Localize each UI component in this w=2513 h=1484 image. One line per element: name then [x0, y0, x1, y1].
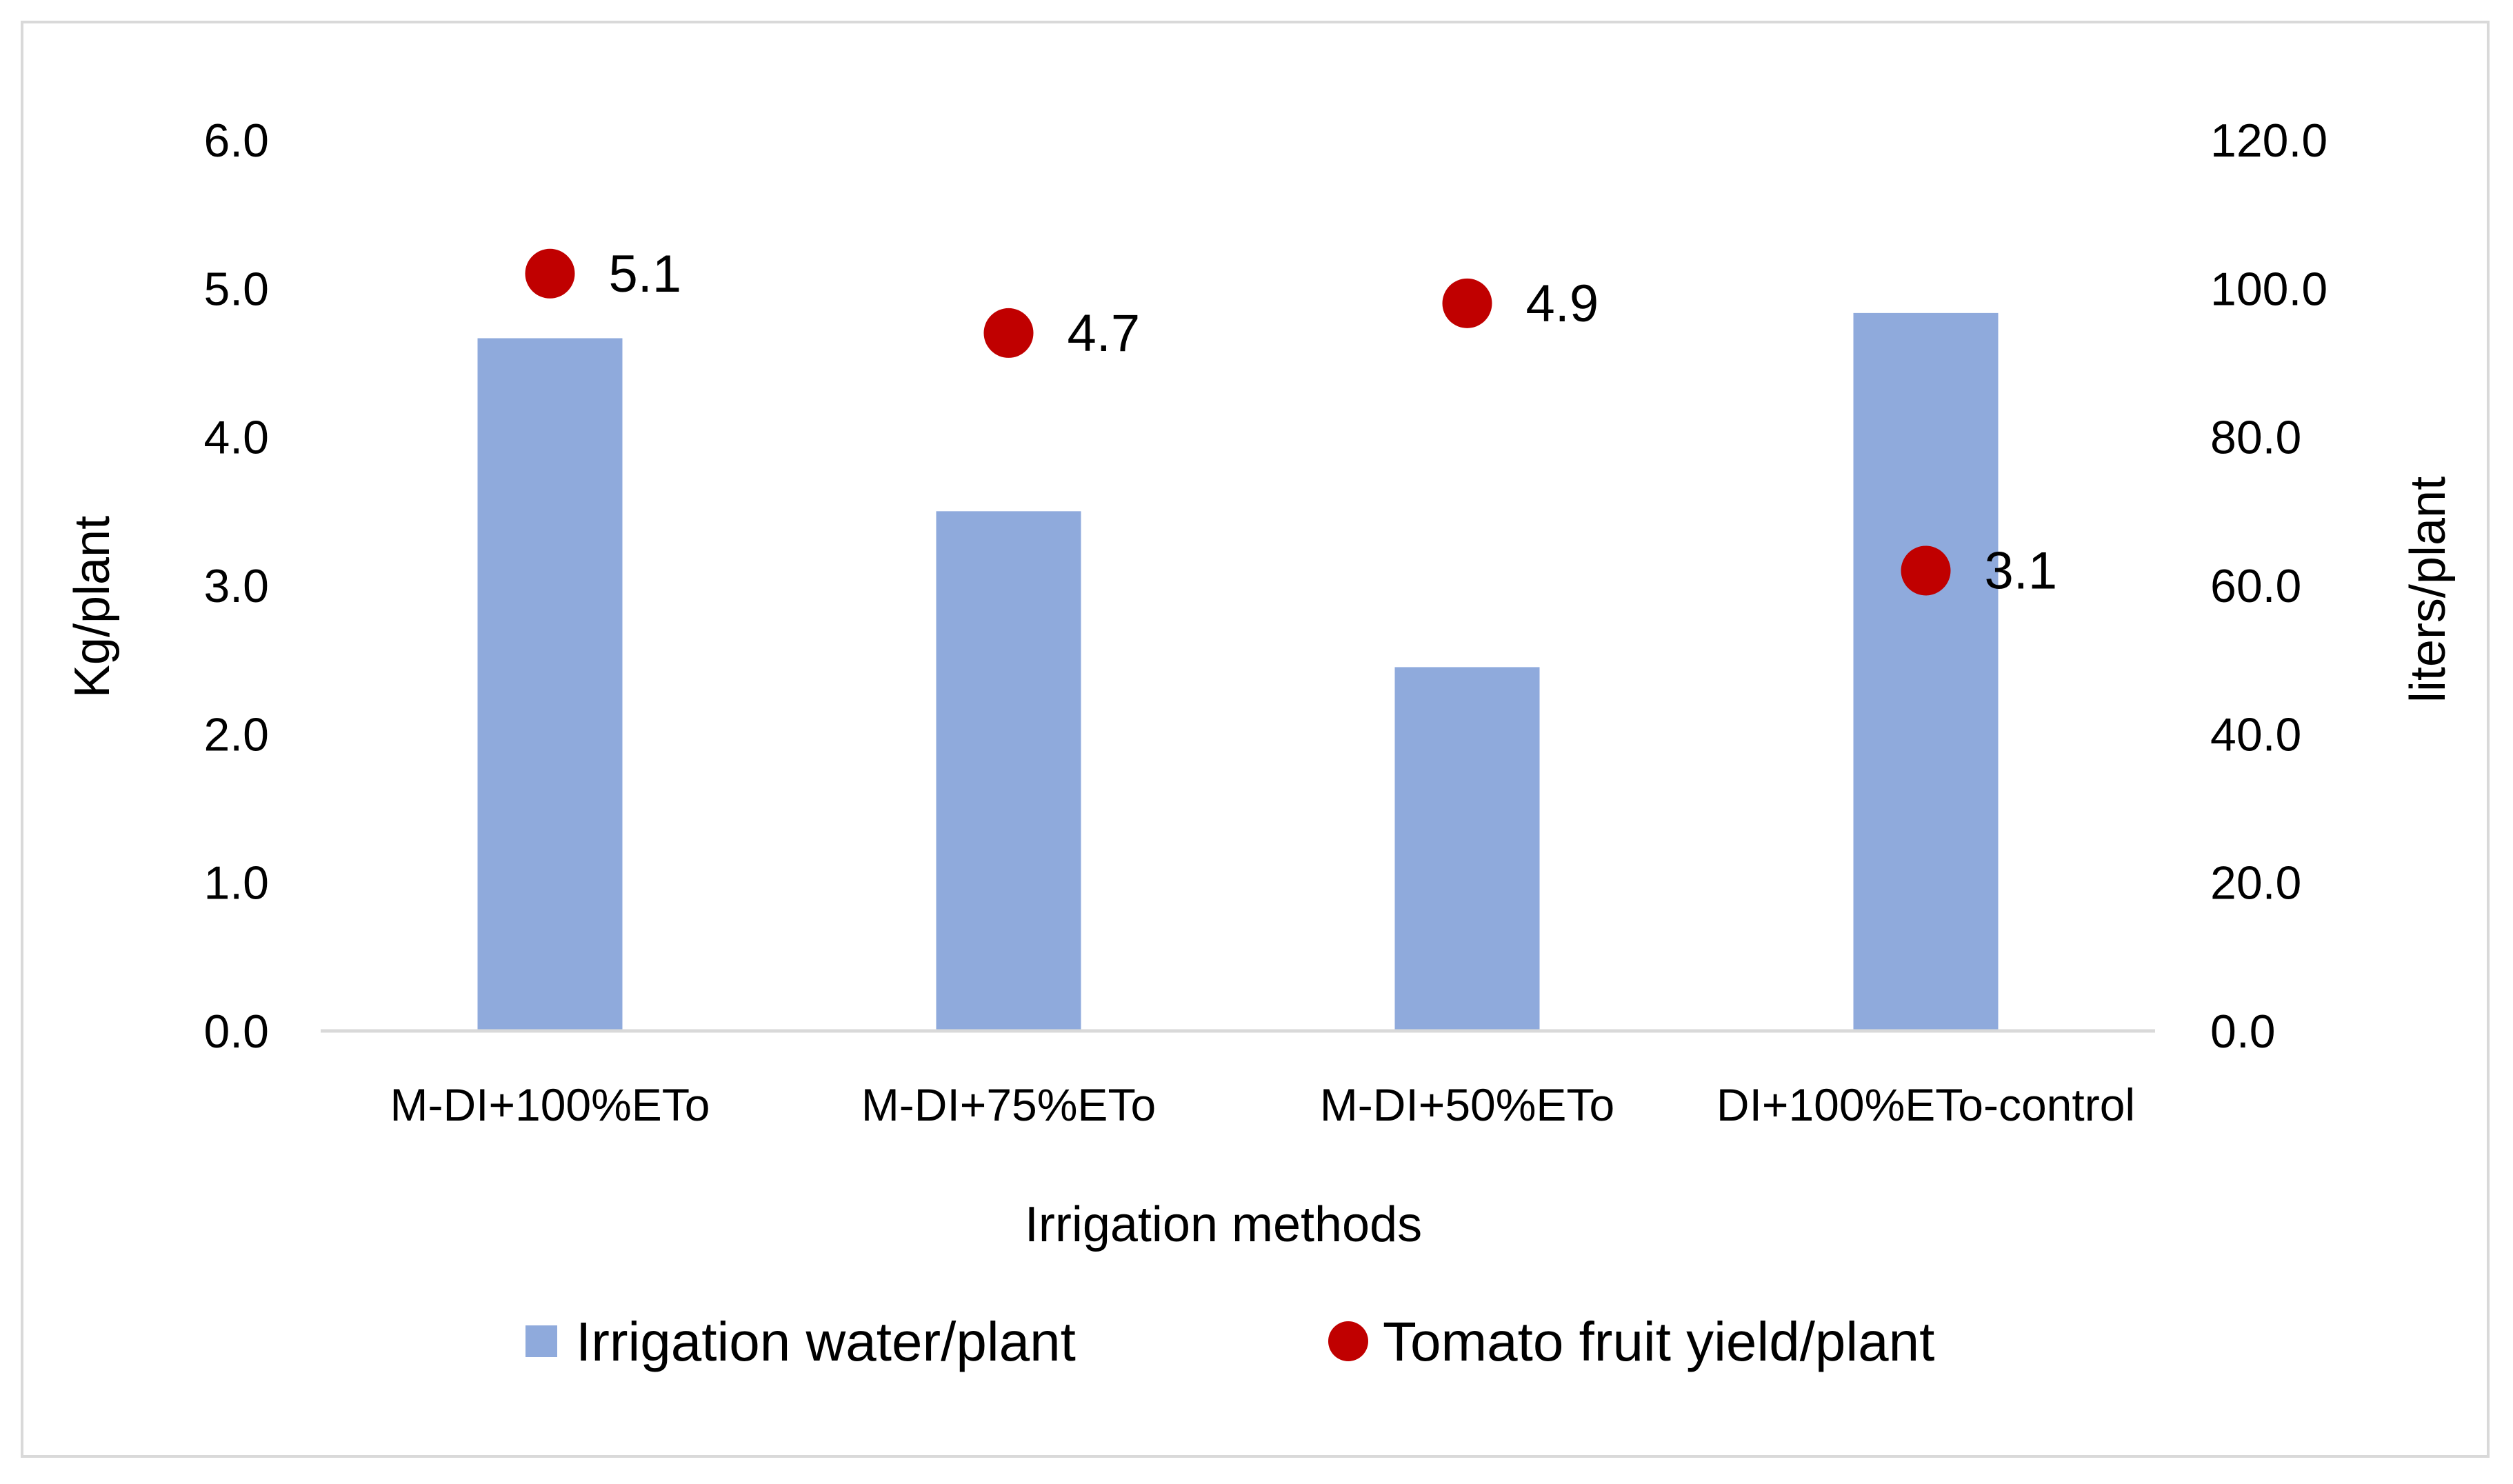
y-right-tick-label: 20.0	[2210, 857, 2301, 910]
y-axis-right-title: liters/plant	[2401, 477, 2456, 703]
y-right-tick-label: 120.0	[2210, 114, 2327, 167]
y-right-tick-label: 40.0	[2210, 708, 2301, 761]
data-point	[1442, 278, 1492, 328]
legend-swatch-irrigation-water	[525, 1325, 557, 1357]
y-axis-left-ticks: 0.0 1.0 2.0 3.0 4.0 5.0 6.0	[203, 114, 269, 1058]
x-axis-category-labels: M-DI+100%ETo M-DI+75%ETo M-DI+50%ETo DI+100…	[390, 1079, 2135, 1130]
y-axis-right-ticks: 0.0 20.0 40.0 60.0 80.0 100.0 120.0	[2210, 114, 2327, 1058]
chart-frame	[21, 21, 2490, 1458]
y-left-tick-label: 0.0	[203, 1005, 269, 1058]
legend-label-tomato-yield: Tomato fruit yield/plant	[1383, 1311, 1934, 1372]
legend-label-irrigation-water: Irrigation water/plant	[576, 1311, 1076, 1372]
y-axis-left-title: Kg/plant	[65, 516, 120, 698]
x-category-label: M-DI+75%ETo	[861, 1079, 1156, 1130]
y-left-tick-label: 2.0	[203, 708, 269, 761]
y-left-tick-label: 4.0	[203, 412, 269, 464]
y-left-tick-label: 6.0	[203, 114, 269, 167]
y-right-tick-label: 60.0	[2210, 560, 2301, 612]
y-left-tick-label: 5.0	[203, 263, 269, 315]
bar	[1853, 312, 1999, 1032]
data-label: 4.9	[1526, 274, 1599, 333]
y-right-tick-label: 0.0	[2210, 1005, 2276, 1058]
point-series	[525, 248, 1951, 596]
data-point	[983, 308, 1034, 358]
data-label: 3.1	[1985, 541, 2058, 600]
data-label: 4.7	[1068, 304, 1141, 363]
y-right-tick-label: 80.0	[2210, 412, 2301, 464]
data-point	[1901, 545, 1951, 596]
x-category-label: M-DI+50%ETo	[1320, 1079, 1614, 1130]
y-left-tick-label: 3.0	[203, 560, 269, 612]
bar-series	[477, 312, 1999, 1032]
legend: Irrigation water/plant Tomato fruit yiel…	[525, 1311, 1934, 1372]
x-category-label: DI+100%ETo-control	[1716, 1079, 2135, 1130]
data-labels: 5.1 4.7 4.9 3.1	[609, 245, 2058, 601]
y-left-tick-label: 1.0	[203, 857, 269, 910]
data-label: 5.1	[609, 245, 682, 303]
bar	[477, 338, 623, 1032]
x-category-label: M-DI+100%ETo	[390, 1079, 710, 1130]
bar	[936, 511, 1081, 1031]
bar	[1394, 667, 1540, 1031]
x-axis-title: Irrigation methods	[1025, 1197, 1422, 1252]
legend-swatch-tomato-yield	[1328, 1321, 1368, 1361]
y-right-tick-label: 100.0	[2210, 263, 2327, 315]
data-point	[525, 248, 575, 299]
